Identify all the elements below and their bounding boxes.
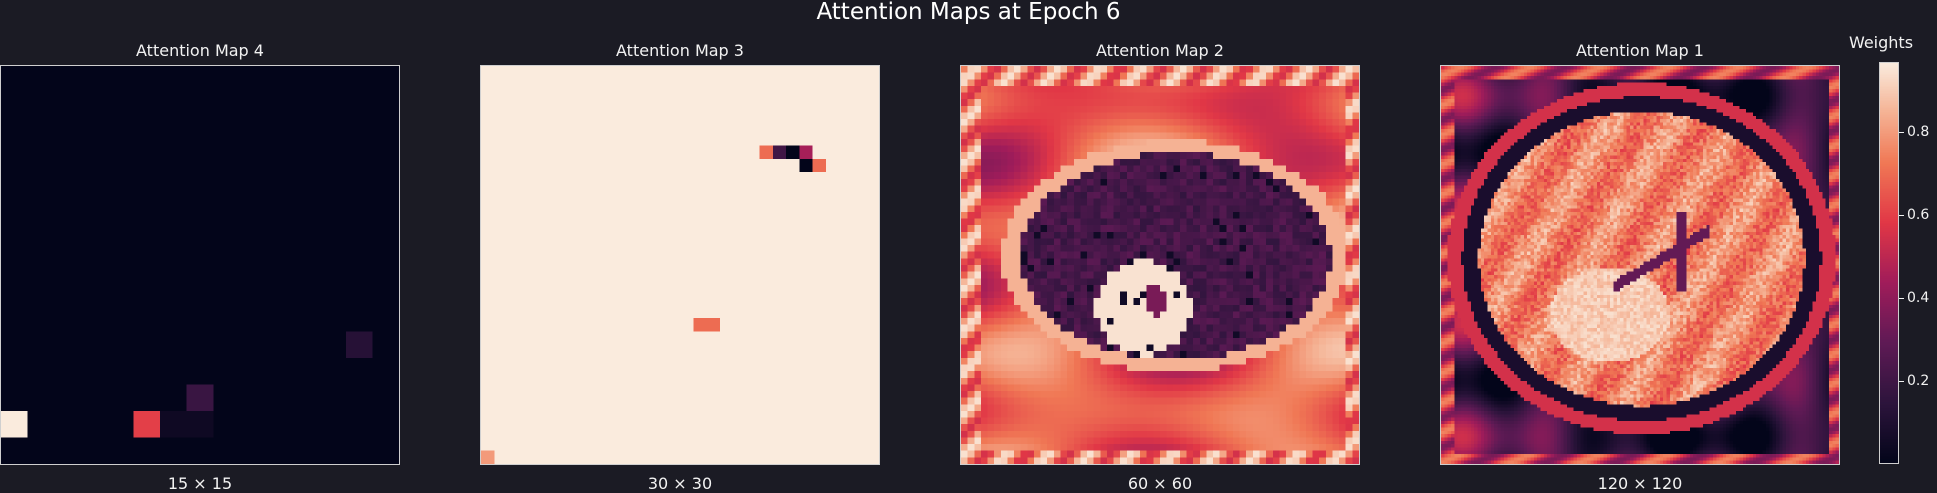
attention-map-2 <box>960 65 1360 465</box>
attention-map-1-canvas <box>1441 66 1839 464</box>
panel-4-xlabel: 15 × 15 <box>167 474 233 493</box>
attention-map-1 <box>1440 65 1840 465</box>
figure-title: Attention Maps at Epoch 6 <box>816 0 1121 25</box>
attention-map-3 <box>480 65 880 465</box>
colorbar-label: Weights <box>1848 33 1914 52</box>
panel-2-xlabel: 60 × 60 <box>1127 474 1193 493</box>
panel-3-title: Attention Map 3 <box>616 41 744 60</box>
colorbar-tick <box>1899 381 1904 382</box>
attention-map-3-canvas <box>481 66 879 464</box>
panel-3-xlabel: 30 × 30 <box>647 474 713 493</box>
colorbar-tick <box>1899 298 1904 299</box>
attention-map-4-canvas <box>1 66 399 464</box>
panel-1-xlabel: 120 × 120 <box>1597 474 1683 493</box>
colorbar-tick <box>1899 132 1904 133</box>
panel-4-title: Attention Map 4 <box>136 41 264 60</box>
colorbar-tick-label: 0.8 <box>1907 124 1930 140</box>
colorbar-tick-label: 0.4 <box>1907 290 1930 306</box>
panel-1-title: Attention Map 1 <box>1576 41 1704 60</box>
colorbar-tick-label: 0.6 <box>1907 207 1930 223</box>
attention-map-4 <box>0 65 400 465</box>
colorbar <box>1879 62 1899 464</box>
colorbar-tick <box>1899 215 1904 216</box>
colorbar-gradient <box>1880 63 1898 463</box>
panel-2-title: Attention Map 2 <box>1096 41 1224 60</box>
attention-map-2-canvas <box>961 66 1359 464</box>
colorbar-tick-label: 0.2 <box>1907 373 1930 389</box>
